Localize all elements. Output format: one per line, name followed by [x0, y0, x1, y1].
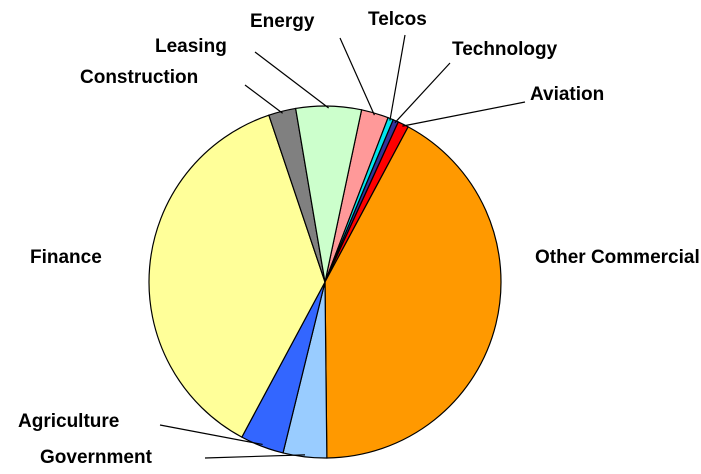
slice-label: Finance	[30, 247, 102, 268]
pie-slice	[324, 126, 502, 459]
slice-label: Leasing	[155, 36, 227, 57]
slice-label: Agriculture	[18, 411, 120, 432]
slice-label: Aviation	[530, 84, 605, 105]
leader-line	[254, 51, 330, 109]
pie-slice	[294, 105, 363, 283]
leader-line	[389, 34, 406, 121]
slice-label: Other Commercial	[535, 247, 700, 268]
slice-label: Telcos	[368, 9, 427, 30]
leader-line	[204, 454, 306, 459]
leader-line	[402, 101, 526, 127]
leader-line	[244, 84, 283, 114]
pie-slice	[148, 114, 326, 438]
leader-line	[339, 37, 375, 116]
slice-label: Construction	[80, 67, 199, 88]
slice-label: Technology	[452, 39, 558, 60]
slice-label: Government	[40, 447, 152, 468]
leader-line	[394, 62, 451, 124]
leader-line	[159, 424, 263, 446]
slice-label: Energy	[250, 11, 315, 32]
